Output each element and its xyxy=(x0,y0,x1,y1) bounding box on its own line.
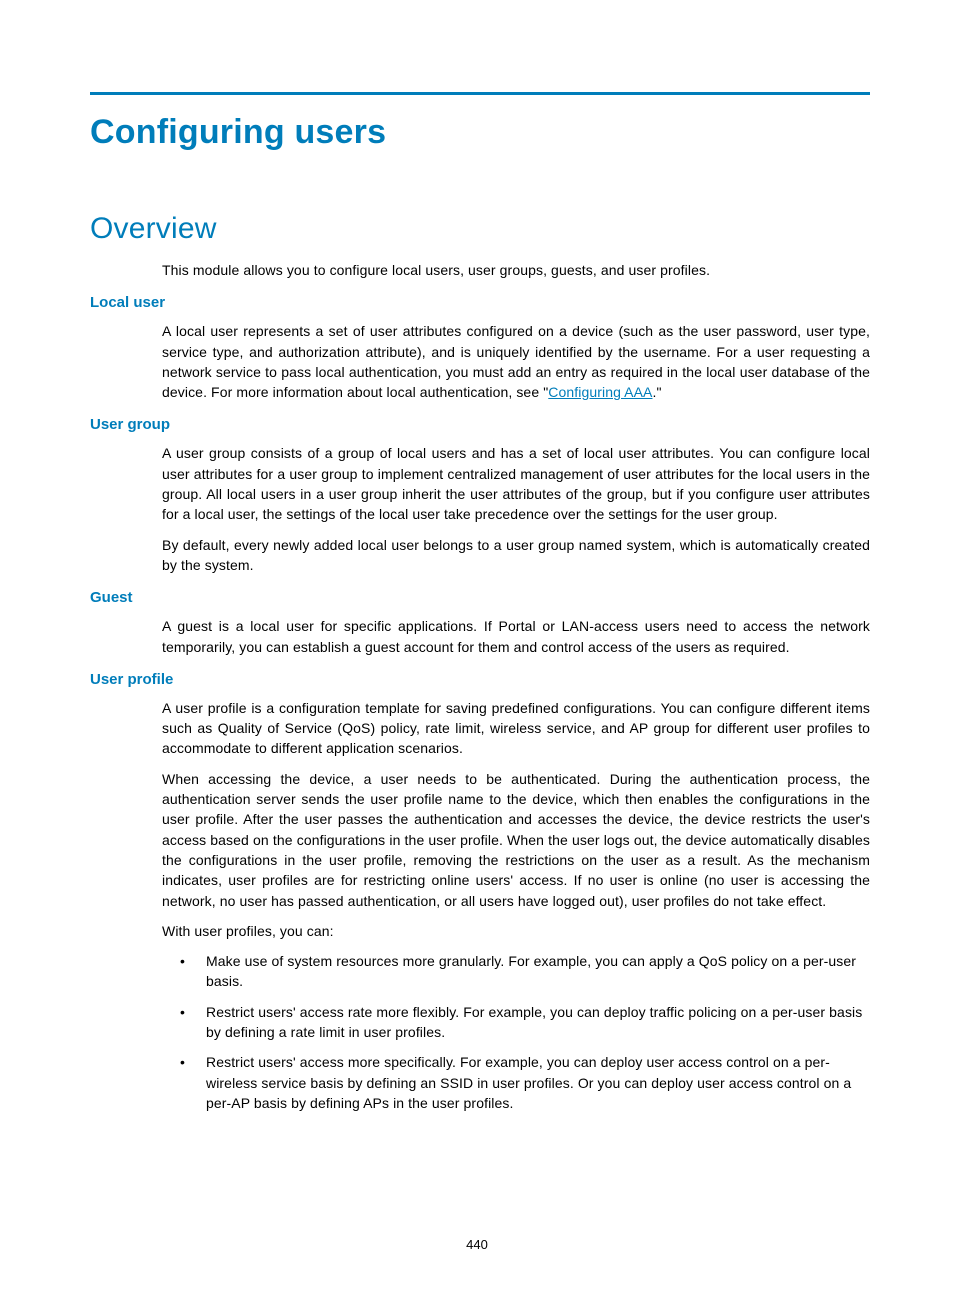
heading-local-user: Local user xyxy=(90,294,870,311)
link-configuring-aaa[interactable]: Configuring AAA xyxy=(548,384,652,400)
local-user-paragraph: A local user represents a set of user at… xyxy=(162,321,870,402)
user-profile-p2: When accessing the device, a user needs … xyxy=(162,769,870,911)
top-rule xyxy=(90,92,870,95)
heading-user-profile: User profile xyxy=(90,671,870,688)
document-page: Configuring users Overview This module a… xyxy=(0,0,954,1113)
page-number: 440 xyxy=(0,1237,954,1252)
intro-block: This module allows you to configure loca… xyxy=(90,260,870,280)
local-user-text-before: A local user represents a set of user at… xyxy=(162,323,870,400)
section-heading-overview: Overview xyxy=(90,212,870,246)
intro-text: This module allows you to configure loca… xyxy=(162,260,870,280)
user-group-block: A user group consists of a group of loca… xyxy=(90,443,870,575)
user-profile-bullet-list: Make use of system resources more granul… xyxy=(162,951,870,1113)
user-group-p2: By default, every newly added local user… xyxy=(162,535,870,576)
list-item: Make use of system resources more granul… xyxy=(162,951,870,992)
user-profile-p1: A user profile is a configuration templa… xyxy=(162,698,870,759)
user-group-p1: A user group consists of a group of loca… xyxy=(162,443,870,524)
guest-block: A guest is a local user for specific app… xyxy=(90,616,870,657)
local-user-block: A local user represents a set of user at… xyxy=(90,321,870,402)
local-user-text-after: ." xyxy=(653,384,662,400)
list-item: Restrict users' access more specifically… xyxy=(162,1052,870,1113)
user-profile-p3: With user profiles, you can: xyxy=(162,921,870,941)
list-item: Restrict users' access rate more flexibl… xyxy=(162,1002,870,1043)
user-profile-block: A user profile is a configuration templa… xyxy=(90,698,870,1113)
heading-guest: Guest xyxy=(90,589,870,606)
heading-user-group: User group xyxy=(90,416,870,433)
page-title: Configuring users xyxy=(90,113,870,152)
guest-p1: A guest is a local user for specific app… xyxy=(162,616,870,657)
